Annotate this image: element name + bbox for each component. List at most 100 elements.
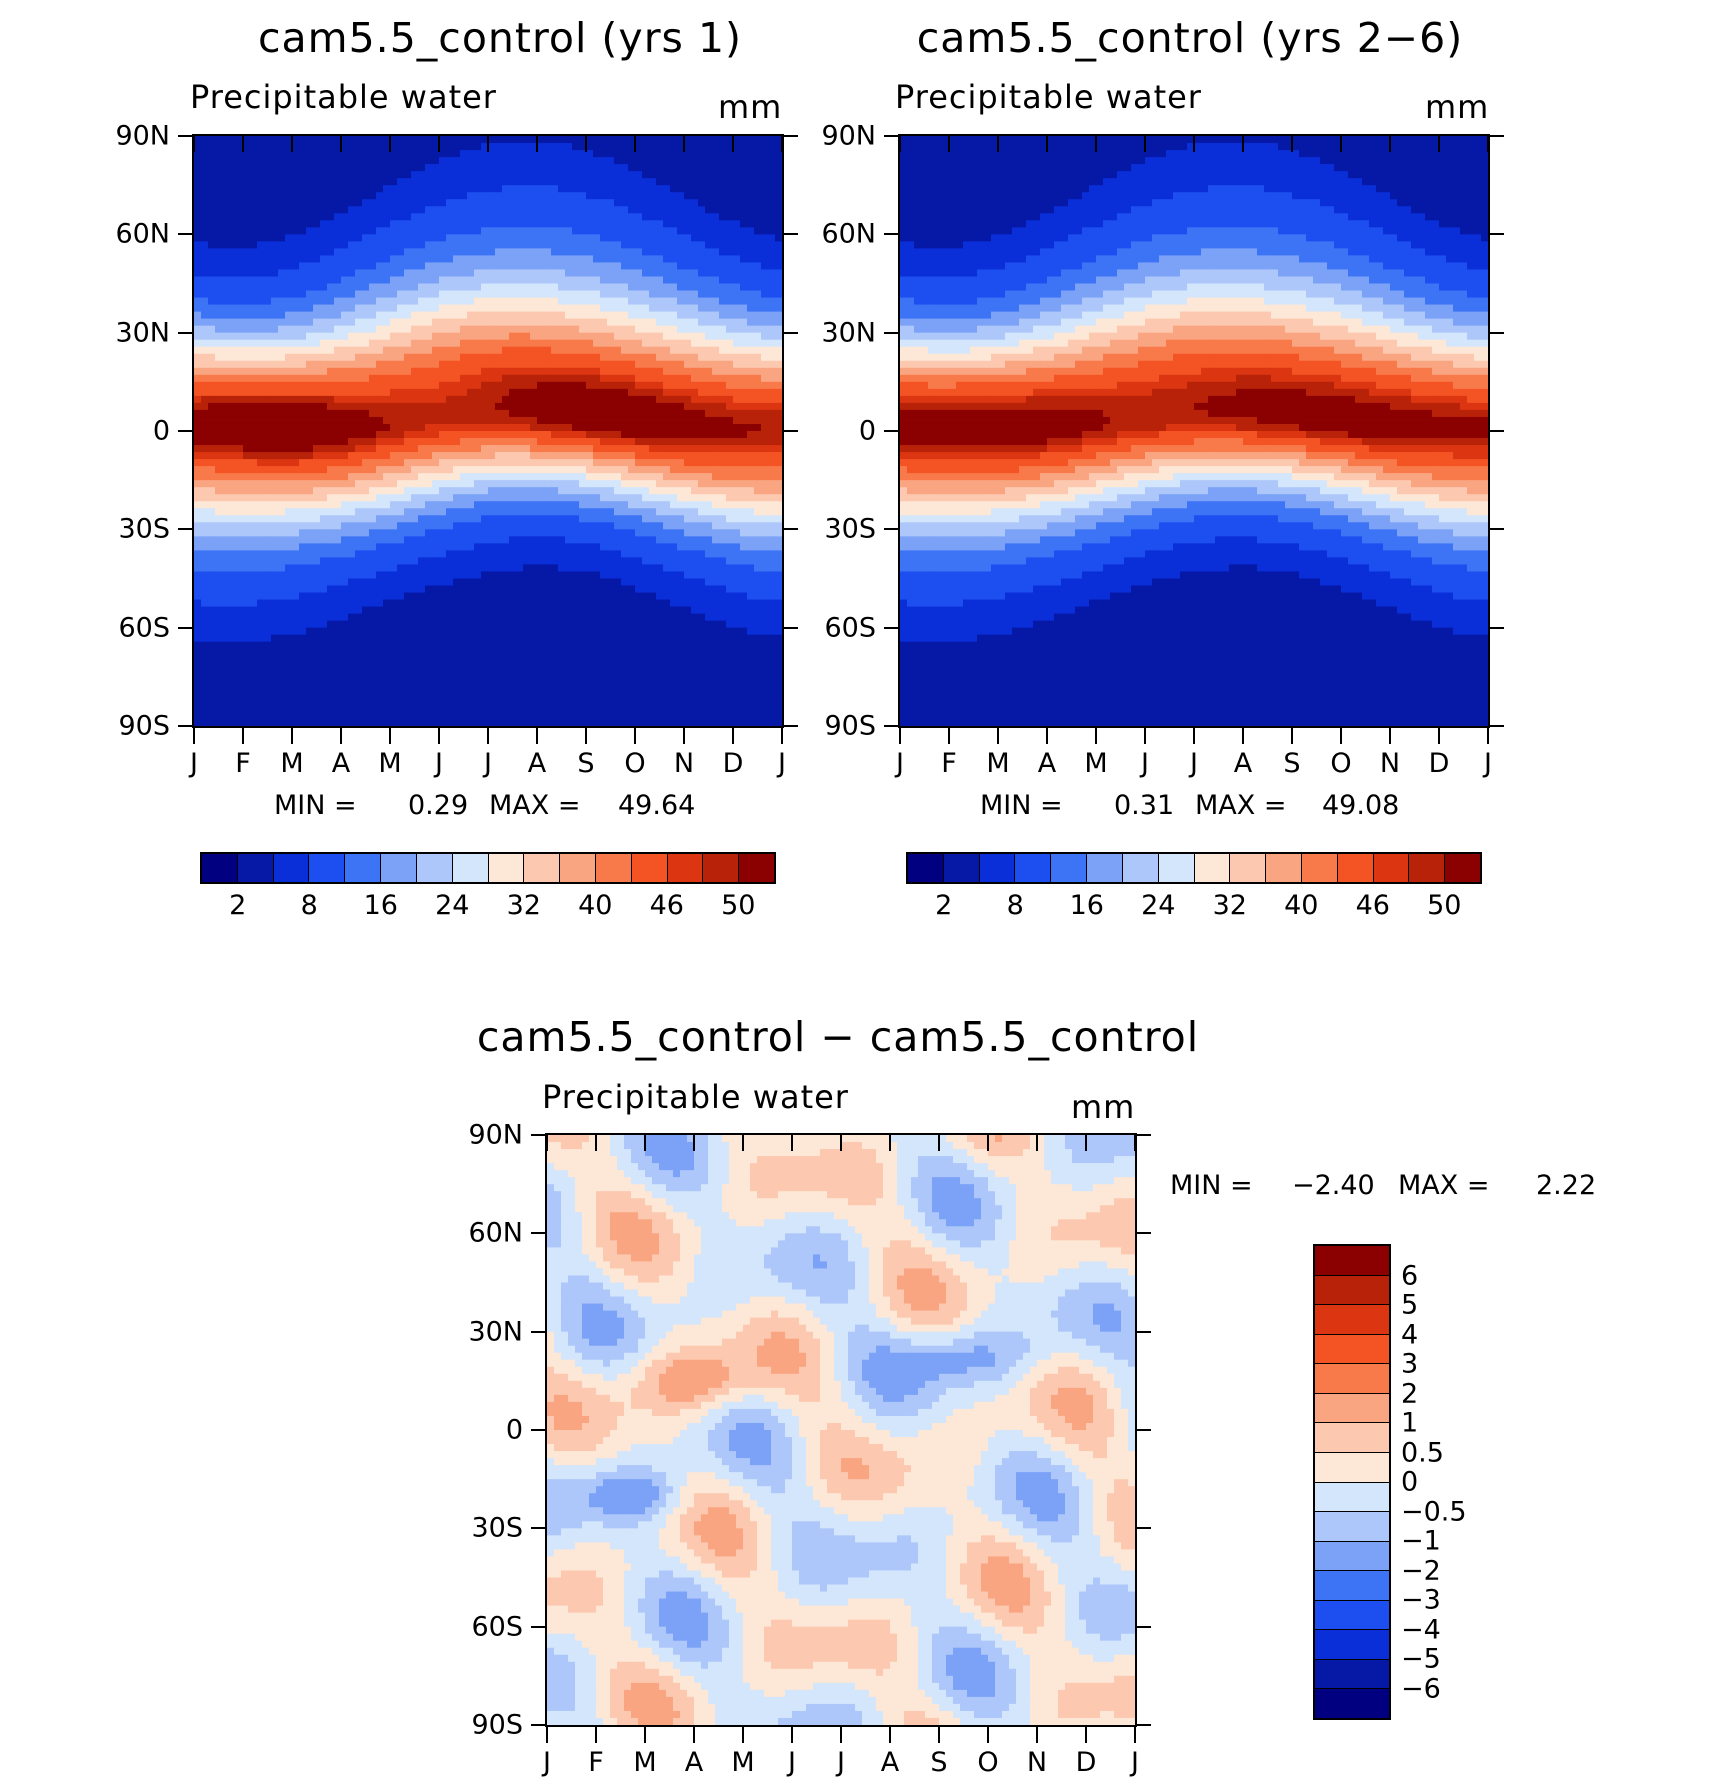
panel1-cell bbox=[607, 157, 615, 165]
panel1-cell bbox=[453, 269, 461, 278]
panel1-cell bbox=[516, 157, 524, 165]
panel1-cell bbox=[376, 402, 384, 411]
panel1-cell bbox=[341, 199, 349, 207]
panel1-cell bbox=[362, 508, 370, 516]
panel1-cell bbox=[334, 192, 342, 200]
panel1-cell bbox=[586, 283, 594, 292]
panel1-cell bbox=[341, 487, 349, 495]
panel1-cell bbox=[271, 297, 279, 306]
panel1-cell bbox=[488, 269, 496, 278]
panel1-cell bbox=[264, 241, 272, 249]
panel1-cell bbox=[635, 501, 643, 509]
panel1-cell bbox=[712, 529, 720, 537]
panel1-cell bbox=[201, 332, 209, 341]
panel1-cell bbox=[551, 178, 559, 186]
panel1-cell bbox=[215, 136, 223, 144]
panel1-cell bbox=[502, 297, 510, 306]
panel1-cell bbox=[684, 178, 692, 186]
panel1-cell bbox=[656, 346, 664, 355]
panel1-cell bbox=[600, 388, 608, 397]
panel1-cell bbox=[334, 199, 342, 207]
panel1-cell bbox=[215, 220, 223, 228]
panel1-cell bbox=[523, 150, 531, 158]
panel1-cell bbox=[369, 192, 377, 200]
panel1-cell bbox=[670, 416, 678, 425]
panel1-cell bbox=[313, 234, 321, 242]
panel1-cell bbox=[733, 494, 741, 502]
panel1-cell bbox=[250, 311, 258, 320]
panel1-cell bbox=[768, 487, 776, 495]
panel1-cell bbox=[747, 445, 755, 453]
panel1-cell bbox=[621, 402, 629, 411]
panel1-cell bbox=[334, 325, 342, 334]
panel1-cell bbox=[299, 318, 307, 327]
panel1-cell bbox=[425, 409, 433, 418]
panel1-cell bbox=[663, 473, 671, 481]
panel1-cell bbox=[495, 522, 503, 530]
panel1-cell bbox=[523, 522, 531, 530]
panel1-cell bbox=[369, 536, 377, 544]
panel1-cell bbox=[551, 416, 559, 425]
panel1-cell bbox=[586, 248, 594, 256]
panel1-cell bbox=[642, 220, 650, 228]
panel1-cell bbox=[565, 452, 573, 460]
panel1-cell bbox=[740, 388, 748, 397]
panel1-cell bbox=[446, 318, 454, 327]
panel1-cell bbox=[446, 459, 454, 467]
panel1-cell bbox=[327, 220, 335, 228]
panel1-cell bbox=[327, 192, 335, 200]
panel1-cell bbox=[677, 318, 685, 327]
panel1-cell bbox=[768, 438, 776, 446]
panel1-cell bbox=[418, 501, 426, 509]
panel1-cell bbox=[635, 241, 643, 249]
panel1-cell bbox=[663, 508, 671, 516]
panel1-cell bbox=[383, 445, 391, 453]
panel1-cell bbox=[607, 459, 615, 467]
panel1-cell bbox=[292, 452, 300, 460]
panel1-cell bbox=[376, 416, 384, 425]
panel1-cell bbox=[285, 290, 293, 299]
panel1-cell bbox=[439, 311, 447, 320]
panel1-cell bbox=[684, 248, 692, 256]
panel1-cell bbox=[642, 438, 650, 446]
panel1-cell bbox=[257, 452, 265, 460]
panel1-cell bbox=[362, 529, 370, 537]
panel1-cell bbox=[215, 416, 223, 425]
panel1-cell bbox=[201, 459, 209, 467]
panel1-cell bbox=[628, 381, 636, 390]
panel1-cell bbox=[243, 522, 251, 530]
panel1-cell bbox=[327, 536, 335, 544]
panel1-cell bbox=[376, 550, 384, 559]
panel1-cell bbox=[663, 466, 671, 474]
panel1-cell bbox=[530, 395, 538, 404]
panel1-cell bbox=[761, 304, 769, 313]
panel1-cell bbox=[425, 515, 433, 523]
panel1-cell bbox=[733, 515, 741, 523]
panel1-cell bbox=[558, 304, 566, 313]
panel1-cell bbox=[691, 388, 699, 397]
panel1-cell bbox=[453, 283, 461, 292]
panel1-cell bbox=[656, 297, 664, 306]
panel1-cell bbox=[243, 206, 251, 214]
panel1-cell bbox=[201, 353, 209, 362]
panel1-cell bbox=[558, 360, 566, 369]
panel1-cell bbox=[194, 402, 202, 411]
panel1-cell bbox=[341, 445, 349, 453]
panel1-cell bbox=[208, 487, 216, 495]
panel1-cell bbox=[544, 388, 552, 397]
panel1-cell bbox=[432, 529, 440, 537]
panel1-cell bbox=[313, 543, 321, 551]
panel1-cell bbox=[208, 536, 216, 544]
panel1-cell bbox=[348, 178, 356, 186]
panel1-cell bbox=[677, 143, 685, 151]
panel1-cell bbox=[383, 318, 391, 327]
panel1-cell bbox=[467, 234, 475, 242]
panel1-cell bbox=[719, 199, 727, 207]
panel1-cell bbox=[705, 171, 713, 179]
panel1-cell bbox=[334, 227, 342, 235]
panel1-cell bbox=[670, 318, 678, 327]
panel1-cell bbox=[558, 192, 566, 200]
panel1-cell bbox=[236, 529, 244, 537]
panel1-cell bbox=[236, 536, 244, 544]
panel1-cell bbox=[635, 262, 643, 271]
